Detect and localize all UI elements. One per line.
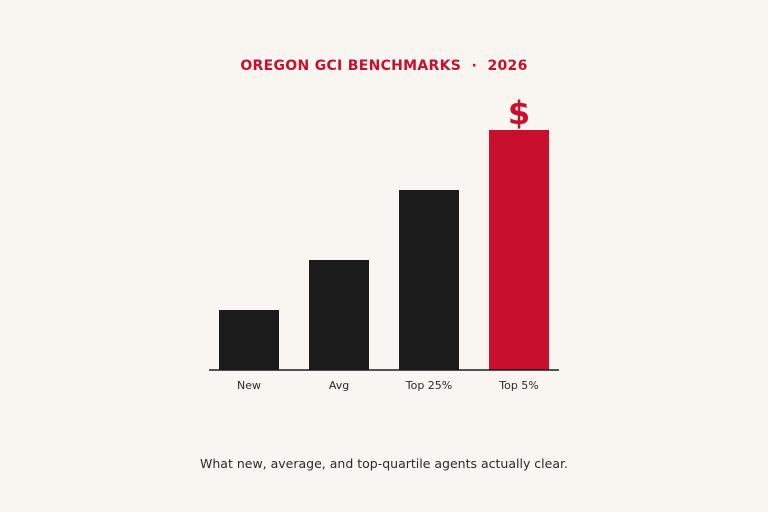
bar-top-5 — [489, 130, 549, 370]
chart-title: OREGON GCI BENCHMARKS · 2026 — [240, 58, 528, 74]
chart-caption: What new, average, and top-quartile agen… — [200, 456, 568, 471]
x-tick-label: Avg — [329, 379, 349, 392]
x-tick-labels: New Avg Top 25% Top 5% — [237, 379, 539, 392]
x-tick-label: New — [237, 379, 261, 392]
x-tick-label: Top 25% — [405, 379, 453, 392]
dollar-marker: $ — [508, 94, 530, 132]
bar-group — [219, 130, 549, 370]
x-tick-label: Top 5% — [498, 379, 539, 392]
bar-avg — [309, 260, 369, 370]
bar-top-25 — [399, 190, 459, 370]
bar-new — [219, 310, 279, 370]
